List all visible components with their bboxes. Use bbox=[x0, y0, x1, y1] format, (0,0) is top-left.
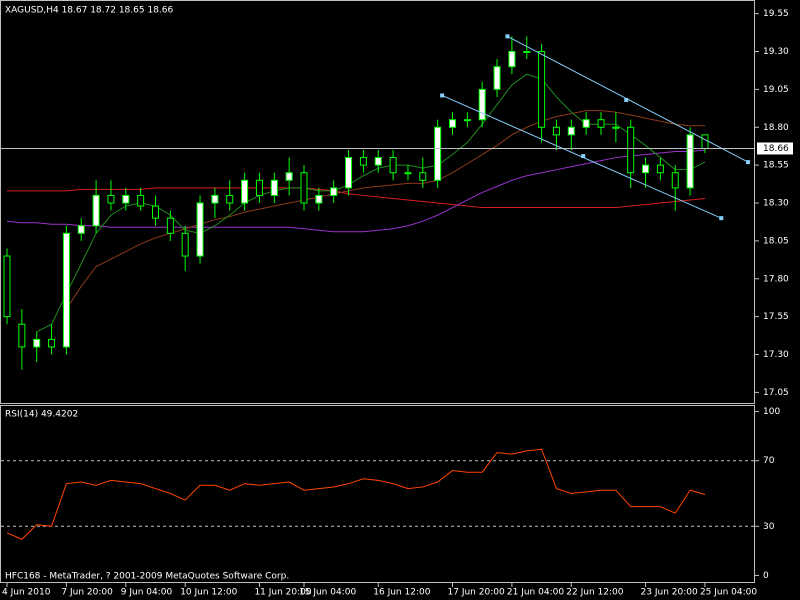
trend-anchor bbox=[440, 93, 445, 98]
rsi-line bbox=[6, 448, 706, 540]
candle-body bbox=[255, 179, 263, 196]
x-tick-label: 21 Jun 04:00 bbox=[507, 588, 564, 598]
candle-body bbox=[434, 126, 442, 181]
candle-body bbox=[597, 119, 605, 128]
moving-average bbox=[7, 187, 706, 209]
candle-body bbox=[345, 157, 353, 189]
candle-body bbox=[181, 232, 189, 257]
x-tick-label: 22 Jun 12:00 bbox=[566, 588, 623, 598]
candle-body bbox=[166, 217, 174, 234]
candle-body bbox=[77, 225, 85, 234]
candle-body bbox=[671, 172, 679, 189]
candle-body bbox=[478, 88, 486, 121]
candle-body bbox=[493, 66, 501, 90]
y-tick-label: 19.55 bbox=[763, 9, 789, 19]
y-tick-label: 18.30 bbox=[763, 199, 789, 209]
candle-body bbox=[300, 172, 308, 204]
rsi-title: RSI(14) 49.4202 bbox=[5, 410, 78, 420]
trend-anchor bbox=[624, 97, 629, 102]
y-tick-label: 17.05 bbox=[763, 388, 789, 398]
candle-body bbox=[567, 126, 575, 136]
candle-body bbox=[449, 119, 456, 128]
candle-body bbox=[285, 172, 293, 181]
candle-body bbox=[270, 179, 278, 196]
y-tick-label: 17.55 bbox=[763, 312, 789, 322]
rsi-panel bbox=[0, 405, 755, 583]
y-tick-label: 18.55 bbox=[763, 161, 789, 171]
last-price-label: 18.66 bbox=[763, 144, 789, 154]
y-tick-label: 100 bbox=[763, 407, 780, 417]
candle-body bbox=[241, 179, 249, 204]
last-price-box bbox=[757, 142, 793, 155]
y-tick-label: 18.80 bbox=[763, 123, 789, 133]
candle-body bbox=[582, 119, 590, 128]
trend-anchor bbox=[505, 34, 510, 39]
y-tick-label: 18.05 bbox=[763, 236, 789, 246]
x-tick-label: 25 Jun 04:00 bbox=[700, 588, 757, 598]
candle-body bbox=[538, 51, 546, 128]
candle-body bbox=[404, 172, 412, 175]
candle-body bbox=[18, 323, 26, 348]
candle-body bbox=[226, 194, 234, 204]
candle-body bbox=[137, 194, 145, 207]
x-tick-label: 11 Jun 20:00 bbox=[254, 588, 311, 598]
candle-body bbox=[359, 157, 367, 166]
candle-body bbox=[315, 194, 323, 204]
x-tick-label: 16 Jun 12:00 bbox=[373, 588, 430, 598]
moving-average bbox=[36, 73, 706, 333]
candle-body bbox=[686, 134, 694, 189]
candle-body bbox=[508, 51, 516, 68]
x-tick-label: 7 Jun 20:00 bbox=[61, 588, 113, 598]
candle-body bbox=[389, 157, 397, 174]
main-panel bbox=[0, 0, 755, 404]
candle-body bbox=[48, 338, 56, 348]
chart-title: XAGUSD,H4 18.67 18.72 18.65 18.66 bbox=[5, 6, 174, 16]
candle-body bbox=[62, 232, 70, 348]
candle-body bbox=[3, 255, 11, 318]
candle-body bbox=[92, 194, 100, 227]
candle-body bbox=[152, 205, 159, 219]
y-tick-label: 70 bbox=[763, 456, 775, 466]
candle-body bbox=[107, 194, 115, 204]
candle-body bbox=[463, 119, 471, 122]
candle-body bbox=[211, 194, 219, 204]
x-tick-label: 15 Jun 04:00 bbox=[299, 588, 356, 598]
y-tick-label: 30 bbox=[763, 522, 775, 532]
candle-body bbox=[33, 338, 41, 348]
x-tick-label: 4 Jun 2010 bbox=[2, 588, 51, 598]
trend-anchor bbox=[719, 216, 724, 221]
trend-anchor bbox=[746, 160, 751, 165]
candle-body bbox=[612, 126, 620, 129]
candle-body bbox=[552, 126, 560, 136]
y-tick-label: 19.05 bbox=[763, 85, 789, 95]
x-tick-label: 23 Jun 20:00 bbox=[641, 588, 698, 598]
y-tick-label: 17.30 bbox=[763, 350, 789, 360]
candle-body bbox=[627, 126, 635, 174]
trend-anchor bbox=[581, 154, 586, 159]
candle-body bbox=[523, 51, 531, 54]
candle-body bbox=[419, 172, 427, 181]
candle-body bbox=[196, 202, 204, 257]
candle-body bbox=[122, 194, 130, 204]
y-tick-label: 0 bbox=[763, 571, 769, 581]
footer: HFC168 - MetaTrader, ? 2001-2009 MetaQuo… bbox=[5, 572, 289, 582]
candle-body bbox=[642, 164, 650, 174]
x-tick-label: 9 Jun 04:00 bbox=[121, 588, 173, 598]
y-tick-label: 17.80 bbox=[763, 274, 789, 284]
y-tick-label: 19.30 bbox=[763, 47, 789, 57]
x-tick-label: 17 Jun 20:00 bbox=[448, 588, 505, 598]
moving-average bbox=[6, 149, 706, 233]
candle-body bbox=[656, 164, 664, 174]
candle-body bbox=[374, 157, 382, 166]
x-tick-label: 10 Jun 12:00 bbox=[180, 588, 237, 598]
candle-body bbox=[330, 187, 338, 196]
candle-body bbox=[701, 134, 709, 149]
